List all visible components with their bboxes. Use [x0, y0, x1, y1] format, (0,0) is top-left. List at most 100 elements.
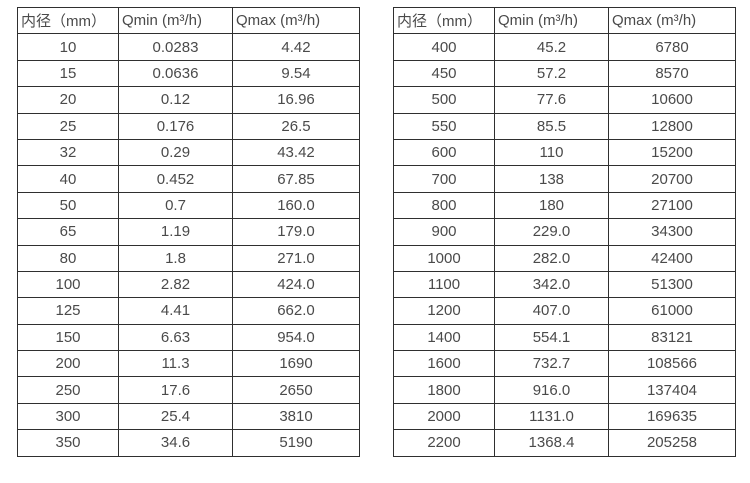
cell: 9.54	[232, 59, 360, 88]
header-row: 内径（mm） Qmin (m³/h) Qmax (m³/h)	[393, 6, 736, 35]
cell: 26.5	[232, 112, 360, 140]
cell: 34.6	[118, 429, 233, 457]
cell: 0.7	[118, 191, 233, 220]
flow-rate-table-small-diameters: 内径（mm） Qmin (m³/h) Qmax (m³/h) 10 0.0283 4.4…	[17, 6, 360, 457]
cell: 342.0	[494, 270, 609, 299]
cell: 350	[17, 429, 119, 457]
cell: 137404	[608, 376, 736, 404]
cell: 2000	[393, 402, 495, 431]
table-row: 40 0.452 67.85	[17, 165, 360, 193]
cell: 40	[17, 165, 119, 193]
cell: 0.0283	[118, 33, 233, 61]
cell: 85.5	[494, 112, 609, 140]
cell: 400	[393, 33, 495, 61]
table-row: 1200 407.0 61000	[393, 297, 736, 325]
cell: 45.2	[494, 33, 609, 61]
cell: 125	[17, 297, 119, 325]
column-header: 内径（mm）	[393, 6, 495, 35]
cell: 110	[494, 138, 609, 167]
cell: 407.0	[494, 297, 609, 325]
cell: 100	[17, 270, 119, 299]
table-row: 400 45.2 6780	[393, 33, 736, 61]
cell: 11.3	[118, 350, 233, 378]
table-row: 900 229.0 34300	[393, 218, 736, 246]
header-row: 内径（mm） Qmin (m³/h) Qmax (m³/h)	[17, 6, 360, 35]
cell: 500	[393, 86, 495, 114]
table-row: 10 0.0283 4.42	[17, 33, 360, 61]
cell: 16.96	[232, 86, 360, 114]
table-row: 550 85.5 12800	[393, 112, 736, 140]
cell: 25.4	[118, 402, 233, 431]
table-row: 2000 1131.0 169635	[393, 402, 736, 431]
cell: 4.42	[232, 33, 360, 61]
cell: 4.41	[118, 297, 233, 325]
table-body: 10 0.0283 4.42 15 0.0636 9.54 20 0.12 16.96 25 0.1…	[17, 33, 360, 457]
cell: 0.0636	[118, 59, 233, 88]
cell: 3810	[232, 402, 360, 431]
cell: 160.0	[232, 191, 360, 220]
cell: 554.1	[494, 323, 609, 352]
table-row: 65 1.19 179.0	[17, 218, 360, 246]
cell: 180	[494, 191, 609, 220]
cell: 6780	[608, 33, 736, 61]
cell: 42400	[608, 244, 736, 272]
cell: 1131.0	[494, 402, 609, 431]
cell: 954.0	[232, 323, 360, 352]
cell: 0.12	[118, 86, 233, 114]
table-row: 100 2.82 424.0	[17, 270, 360, 299]
cell: 1.8	[118, 244, 233, 272]
cell: 282.0	[494, 244, 609, 272]
table-row: 1800 916.0 137404	[393, 376, 736, 404]
cell: 138	[494, 165, 609, 193]
cell: 20700	[608, 165, 736, 193]
table-row: 250 17.6 2650	[17, 376, 360, 404]
cell: 80	[17, 244, 119, 272]
cell: 150	[17, 323, 119, 352]
cell: 250	[17, 376, 119, 404]
table-row: 300 25.4 3810	[17, 402, 360, 431]
cell: 662.0	[232, 297, 360, 325]
column-header: Qmax (m³/h)	[232, 6, 360, 35]
cell: 108566	[608, 350, 736, 378]
cell: 20	[17, 86, 119, 114]
table-body: 400 45.2 6780 450 57.2 8570 500 77.6 10600 550 85.…	[393, 33, 736, 457]
table-row: 800 180 27100	[393, 191, 736, 220]
cell: 34300	[608, 218, 736, 246]
cell: 900	[393, 218, 495, 246]
table-row: 450 57.2 8570	[393, 59, 736, 88]
cell: 8570	[608, 59, 736, 88]
cell: 1100	[393, 270, 495, 299]
cell: 2.82	[118, 270, 233, 299]
cell: 271.0	[232, 244, 360, 272]
table-row: 150 6.63 954.0	[17, 323, 360, 352]
cell: 27100	[608, 191, 736, 220]
cell: 550	[393, 112, 495, 140]
cell: 10	[17, 33, 119, 61]
table-row: 1600 732.7 108566	[393, 350, 736, 378]
column-header: 内径（mm）	[17, 6, 119, 35]
cell: 1690	[232, 350, 360, 378]
cell: 229.0	[494, 218, 609, 246]
cell: 61000	[608, 297, 736, 325]
cell: 1000	[393, 244, 495, 272]
cell: 43.42	[232, 138, 360, 167]
cell: 0.176	[118, 112, 233, 140]
cell: 1368.4	[494, 429, 609, 457]
cell: 51300	[608, 270, 736, 299]
table-row: 1000 282.0 42400	[393, 244, 736, 272]
table-row: 1400 554.1 83121	[393, 323, 736, 352]
table-row: 25 0.176 26.5	[17, 112, 360, 140]
cell: 200	[17, 350, 119, 378]
cell: 0.452	[118, 165, 233, 193]
table-row: 20 0.12 16.96	[17, 86, 360, 114]
cell: 424.0	[232, 270, 360, 299]
table-row: 700 138 20700	[393, 165, 736, 193]
column-header: Qmax (m³/h)	[608, 6, 736, 35]
cell: 450	[393, 59, 495, 88]
cell: 732.7	[494, 350, 609, 378]
cell: 5190	[232, 429, 360, 457]
table-row: 125 4.41 662.0	[17, 297, 360, 325]
cell: 1800	[393, 376, 495, 404]
cell: 1200	[393, 297, 495, 325]
